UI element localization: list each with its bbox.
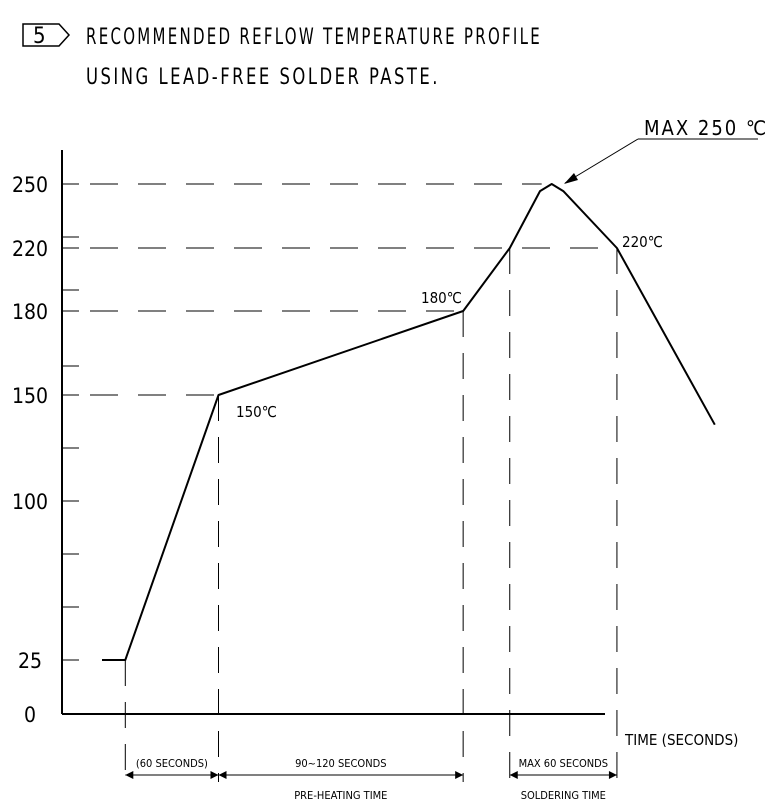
interval-arrow-end-2 — [608, 771, 617, 779]
max-callout: MAX 250 ℃ — [564, 116, 768, 184]
title-number: 5 — [33, 24, 49, 49]
y-tick-label-150: 150 — [12, 384, 48, 408]
max-label: MAX 250 ℃ — [644, 116, 768, 140]
title-number-box — [22, 23, 71, 47]
interval-label-1: 90~120 SECONDS — [295, 757, 386, 770]
y-tick-label-220: 220 — [12, 237, 48, 261]
title-line-2: USING LEAD-FREE SOLDER PASTE. — [86, 65, 440, 90]
curve-group — [102, 183, 716, 661]
y-tick-label-0: 0 — [24, 703, 36, 727]
interval-arrow-start-1 — [218, 771, 227, 779]
interval-caption-1: PRE-HEATING TIME — [294, 789, 387, 802]
label-220: 220℃ — [622, 233, 663, 251]
interval-label-2: MAX 60 SECONDS — [519, 757, 609, 770]
y-tick-label-25: 25 — [18, 649, 42, 673]
title-block: 5 RECOMMENDED REFLOW TEMPERATURE PROFILE… — [22, 23, 542, 90]
y-tick-labels: 0 25 100 150 180 220 250 — [12, 173, 48, 727]
interval-label-0: (60 SECONDS) — [136, 757, 208, 770]
max-callout-arrowhead — [564, 173, 578, 184]
label-150: 150℃ — [236, 403, 277, 421]
guide-lines — [90, 183, 618, 782]
y-tick-label-180: 180 — [12, 300, 48, 324]
y-ticks — [62, 183, 79, 715]
label-180: 180℃ — [421, 289, 462, 307]
title-line-1: RECOMMENDED REFLOW TEMPERATURE PROFILE — [86, 25, 542, 50]
y-tick-label-250: 250 — [12, 173, 48, 197]
x-axis-label: TIME (SECONDS) — [624, 731, 738, 749]
interval-arrow-start-0 — [125, 771, 134, 779]
interval-dimensions: (60 SECONDS) 90~120 SECONDS PRE-HEATING TI… — [125, 757, 617, 802]
max-callout-leader — [564, 138, 639, 184]
profile-curve — [102, 183, 716, 661]
interval-arrow-start-2 — [509, 771, 518, 779]
interval-caption-2: SOLDERING TIME — [521, 789, 606, 802]
interval-arrow-end-1 — [455, 771, 464, 779]
interval-arrow-end-0 — [210, 771, 219, 779]
y-tick-label-100: 100 — [12, 490, 48, 514]
